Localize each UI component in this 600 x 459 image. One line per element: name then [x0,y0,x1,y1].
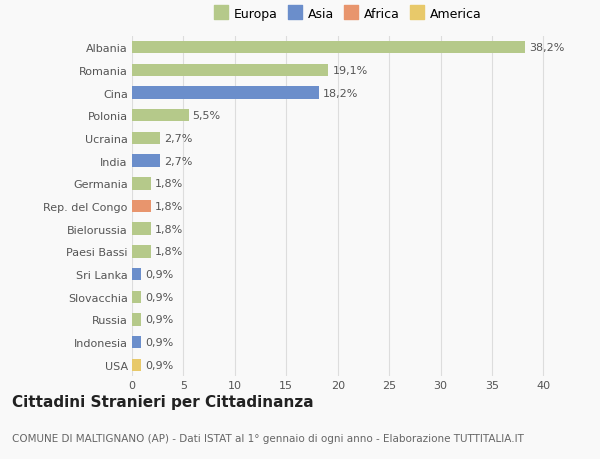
Text: 5,5%: 5,5% [193,111,221,121]
Bar [132,268,141,281]
Text: COMUNE DI MALTIGNANO (AP) - Dati ISTAT al 1° gennaio di ogni anno - Elaborazione: COMUNE DI MALTIGNANO (AP) - Dati ISTAT a… [12,433,524,442]
Text: 19,1%: 19,1% [332,66,368,76]
Bar [132,336,141,349]
Bar [132,359,141,371]
Bar [132,291,141,303]
Bar [132,155,160,168]
Text: 38,2%: 38,2% [529,43,565,53]
Bar [132,87,319,100]
Text: 2,7%: 2,7% [164,156,192,166]
Bar [132,313,141,326]
Text: 2,7%: 2,7% [164,134,192,144]
Bar [132,200,151,213]
Bar [132,178,151,190]
Text: 0,9%: 0,9% [145,292,173,302]
Bar [132,246,151,258]
Bar [132,132,160,145]
Text: 0,9%: 0,9% [145,315,173,325]
Text: Cittadini Stranieri per Cittadinanza: Cittadini Stranieri per Cittadinanza [12,394,314,409]
Bar [132,110,188,122]
Bar [132,223,151,235]
Text: 0,9%: 0,9% [145,269,173,280]
Text: 1,8%: 1,8% [155,202,183,212]
Bar [132,42,525,54]
Text: 1,8%: 1,8% [155,224,183,234]
Legend: Europa, Asia, Africa, America: Europa, Asia, Africa, America [212,6,484,24]
Text: 1,8%: 1,8% [155,247,183,257]
Text: 0,9%: 0,9% [145,360,173,370]
Text: 18,2%: 18,2% [323,88,359,98]
Text: 1,8%: 1,8% [155,179,183,189]
Bar [132,64,328,77]
Text: 0,9%: 0,9% [145,337,173,347]
